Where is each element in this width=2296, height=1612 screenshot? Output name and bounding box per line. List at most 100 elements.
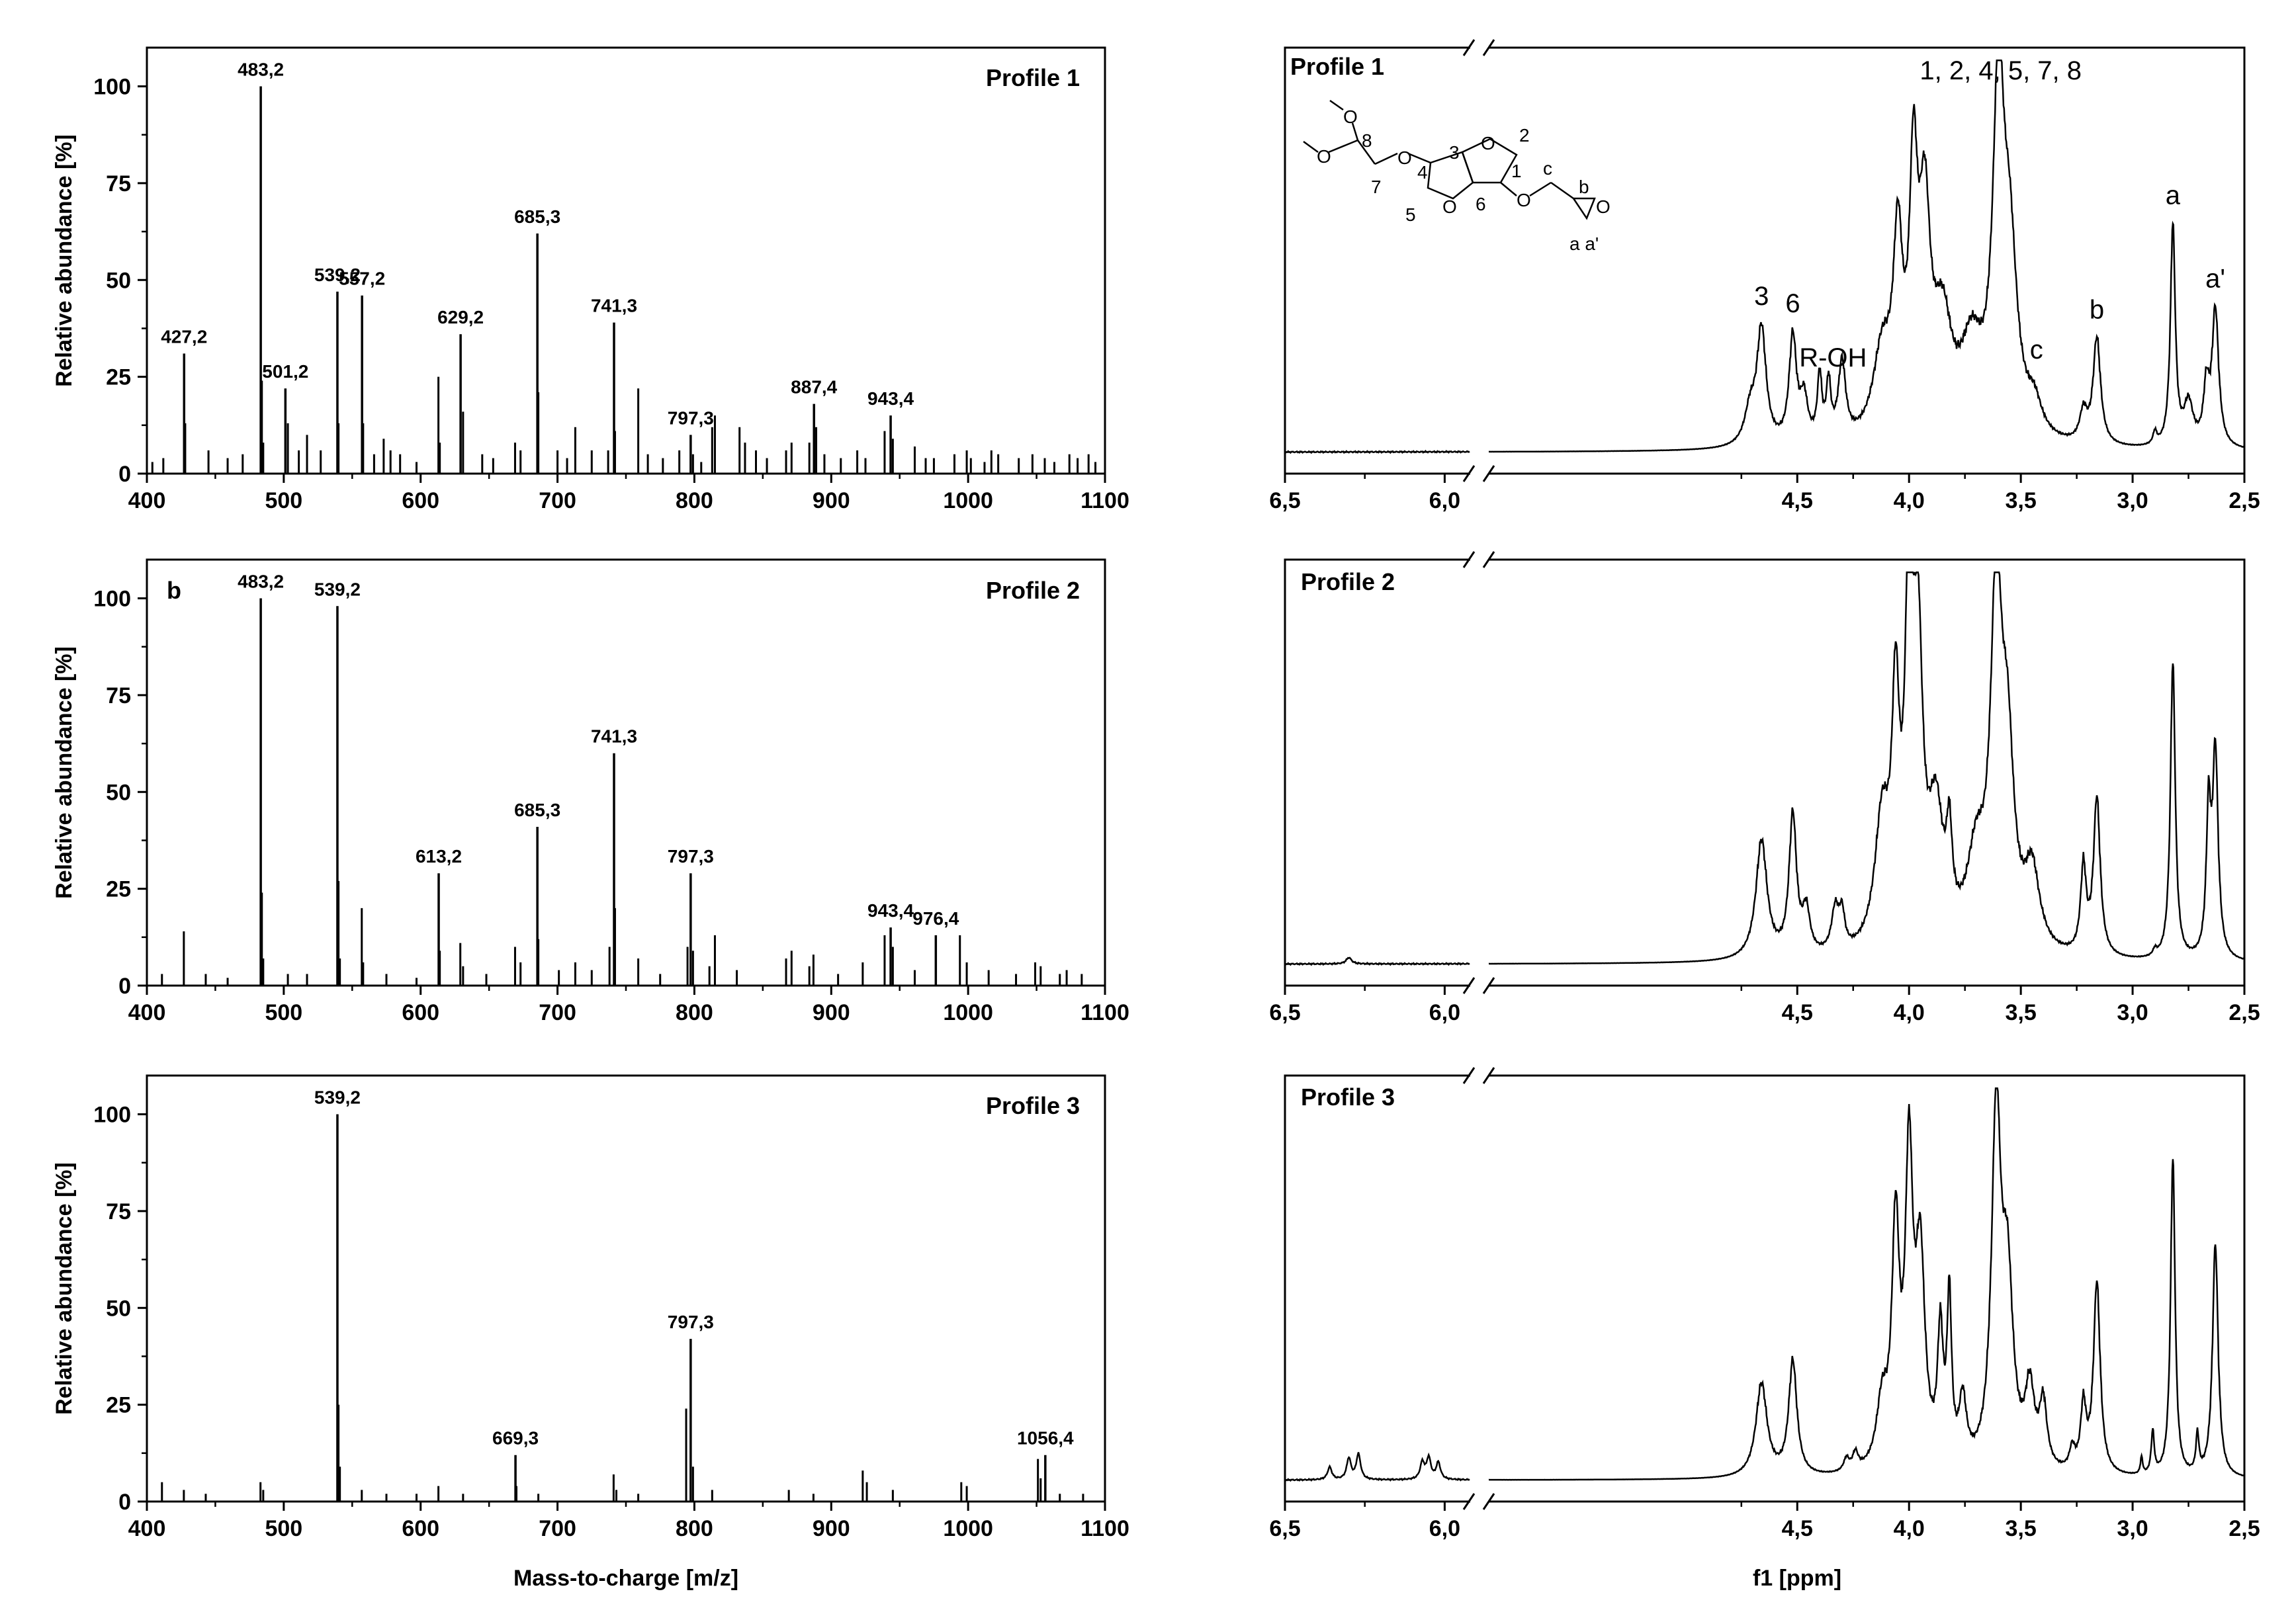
y-tick-label: 0 (118, 462, 131, 487)
x-axis-title: Mass-to-charge [m/z] (513, 1566, 738, 1591)
axes: 400 500 600 700 800 900 1000 1100 0 25 50 75 100 (93, 587, 1129, 1025)
axis-break-mark (1462, 1493, 1476, 1510)
nmr-panel-1: 6,5 6,0 4,5 4,0 3,5 3,0 2,5 3 6R-OH1, 2, 4, 5, … (1269, 39, 2260, 513)
peak-assignment: a (2166, 181, 2181, 210)
nmr-spectrum (1284, 1087, 2244, 1482)
frame-outline (1284, 46, 2246, 475)
peak-assignment: R-OH (1799, 343, 1867, 372)
x-tick-label: 6,0 (1429, 1516, 1460, 1541)
axis-break-mark (1482, 977, 1495, 994)
x-tick-label: 4,5 (1782, 1516, 1813, 1541)
y-tick-label: 100 (93, 587, 131, 612)
x-tick-label: 4,0 (1894, 1516, 1925, 1541)
plot-frame (1284, 1067, 2246, 1510)
ms-panel-2: 483,2 539,2 613,2 685,3 741,3 797,3 943,4976,4… (52, 558, 1129, 1025)
y-tick-label: 50 (106, 268, 131, 293)
x-tick-label: 4,0 (1894, 488, 1925, 513)
x-tick-label: 900 (813, 1516, 850, 1541)
ms-peak-label: 976,4 (912, 908, 959, 929)
ms-peak-label: 669,3 (492, 1428, 539, 1449)
x-tick-label: 3,5 (2005, 1516, 2036, 1541)
axis-break-mark (1482, 551, 1495, 568)
axes: 6,5 6,0 4,5 4,0 3,5 3,0 2,5 (1269, 474, 2260, 513)
atom-number: 7 (1371, 177, 1382, 197)
ms-peak-label: 741,3 (591, 726, 637, 747)
x-tick-label: 1000 (943, 488, 993, 513)
x-tick-label: 1100 (1081, 1516, 1129, 1541)
bond (1374, 152, 1398, 165)
bond (1356, 140, 1376, 165)
peak-assignment: a' (2205, 265, 2225, 294)
ms-peak-label: 1056,4 (1017, 1428, 1074, 1449)
ring-left (1427, 151, 1474, 200)
x-tick-label: 1000 (943, 1516, 993, 1541)
ms-peak-label: 741,3 (591, 296, 637, 316)
y-tick-label: 25 (106, 877, 131, 902)
plot-frame (1284, 551, 2246, 994)
x-tick-label: 800 (676, 488, 713, 513)
panel-title: Profile 1 (1290, 53, 1384, 80)
x-tick-label: 700 (539, 488, 576, 513)
axis-break-mark (1482, 465, 1495, 482)
epoxide-ring (1571, 197, 1596, 220)
panel-tag: b (167, 577, 181, 604)
frame-outline (1284, 1074, 2246, 1503)
axis-break-mark (1482, 39, 1495, 56)
axes: 400 500 600 700 800 900 1000 1100 0 25 50 75 100 (93, 1103, 1129, 1541)
ms-peak-label: 427,2 (161, 327, 207, 347)
y-tick-label: 75 (106, 683, 131, 708)
x-tick-label: 2,5 (2229, 1000, 2260, 1025)
ms-peaks (151, 86, 1097, 474)
x-tick-label: 1000 (943, 1000, 993, 1025)
x-tick-label: 4,0 (1894, 1000, 1925, 1025)
oxygen-label: O (1442, 196, 1457, 217)
axes: 6,5 6,0 4,5 4,0 3,5 3,0 2,5 (1269, 1502, 2260, 1541)
bond (1550, 181, 1574, 200)
peak-assignments: 3 6 R-OH 1, 2, 4, 5, 7, 8 c b a a' (1754, 56, 2225, 372)
x-tick-label: 2,5 (2229, 1516, 2260, 1541)
axis-break-mark (1462, 39, 1476, 56)
frame-outline (1284, 558, 2246, 987)
x-tick-label: 3,5 (2005, 1000, 2036, 1025)
y-tick-label: 25 (106, 365, 131, 390)
x-tick-label: 400 (128, 1000, 166, 1025)
peak-assignment: 3 (1754, 282, 1769, 311)
axis-break-mark (1482, 1493, 1495, 1510)
bond (1329, 99, 1344, 111)
molecule-structure (1303, 99, 1596, 220)
x-tick-label: 800 (676, 1516, 713, 1541)
plot-frame (1284, 39, 2246, 482)
oxygen-label: O (1481, 133, 1495, 153)
x-tick-label: 700 (539, 1000, 576, 1025)
oxygen-label: O (1517, 190, 1531, 210)
bond (1407, 152, 1431, 164)
x-tick-label: 3,0 (2117, 488, 2148, 513)
x-tick-label: 500 (265, 1000, 302, 1025)
x-tick-label: 3,5 (2005, 488, 2036, 513)
y-tick-label: 75 (106, 171, 131, 196)
atom-number: 8 (1362, 130, 1372, 151)
atom-number: a a' (1569, 233, 1599, 254)
y-tick-label: 50 (106, 1296, 131, 1321)
x-axis-title: f1 [ppm] (1753, 1566, 1841, 1591)
x-tick-label: 4,5 (1782, 1000, 1813, 1025)
ms-peak-label: 501,2 (262, 361, 308, 382)
panel-title: Profile 2 (986, 577, 1080, 604)
y-axis-title: Relative abundance [%] (52, 134, 77, 387)
y-tick-label: 100 (93, 1103, 131, 1128)
y-tick-label: 75 (106, 1199, 131, 1224)
ms-peak-label: 887,4 (791, 377, 837, 398)
atom-number: 5 (1405, 204, 1416, 225)
ms-peaks (161, 598, 1083, 986)
ms-peak-label: 483,2 (238, 572, 284, 592)
peak-assignment: b (2090, 296, 2104, 325)
peak-assignment: 6 (1785, 289, 1800, 318)
ms-peak-label: 685,3 (514, 800, 560, 820)
axis-break-mark (1462, 551, 1476, 568)
ms-peak-label: 797,3 (668, 846, 714, 867)
axis-break-mark (1462, 977, 1476, 994)
